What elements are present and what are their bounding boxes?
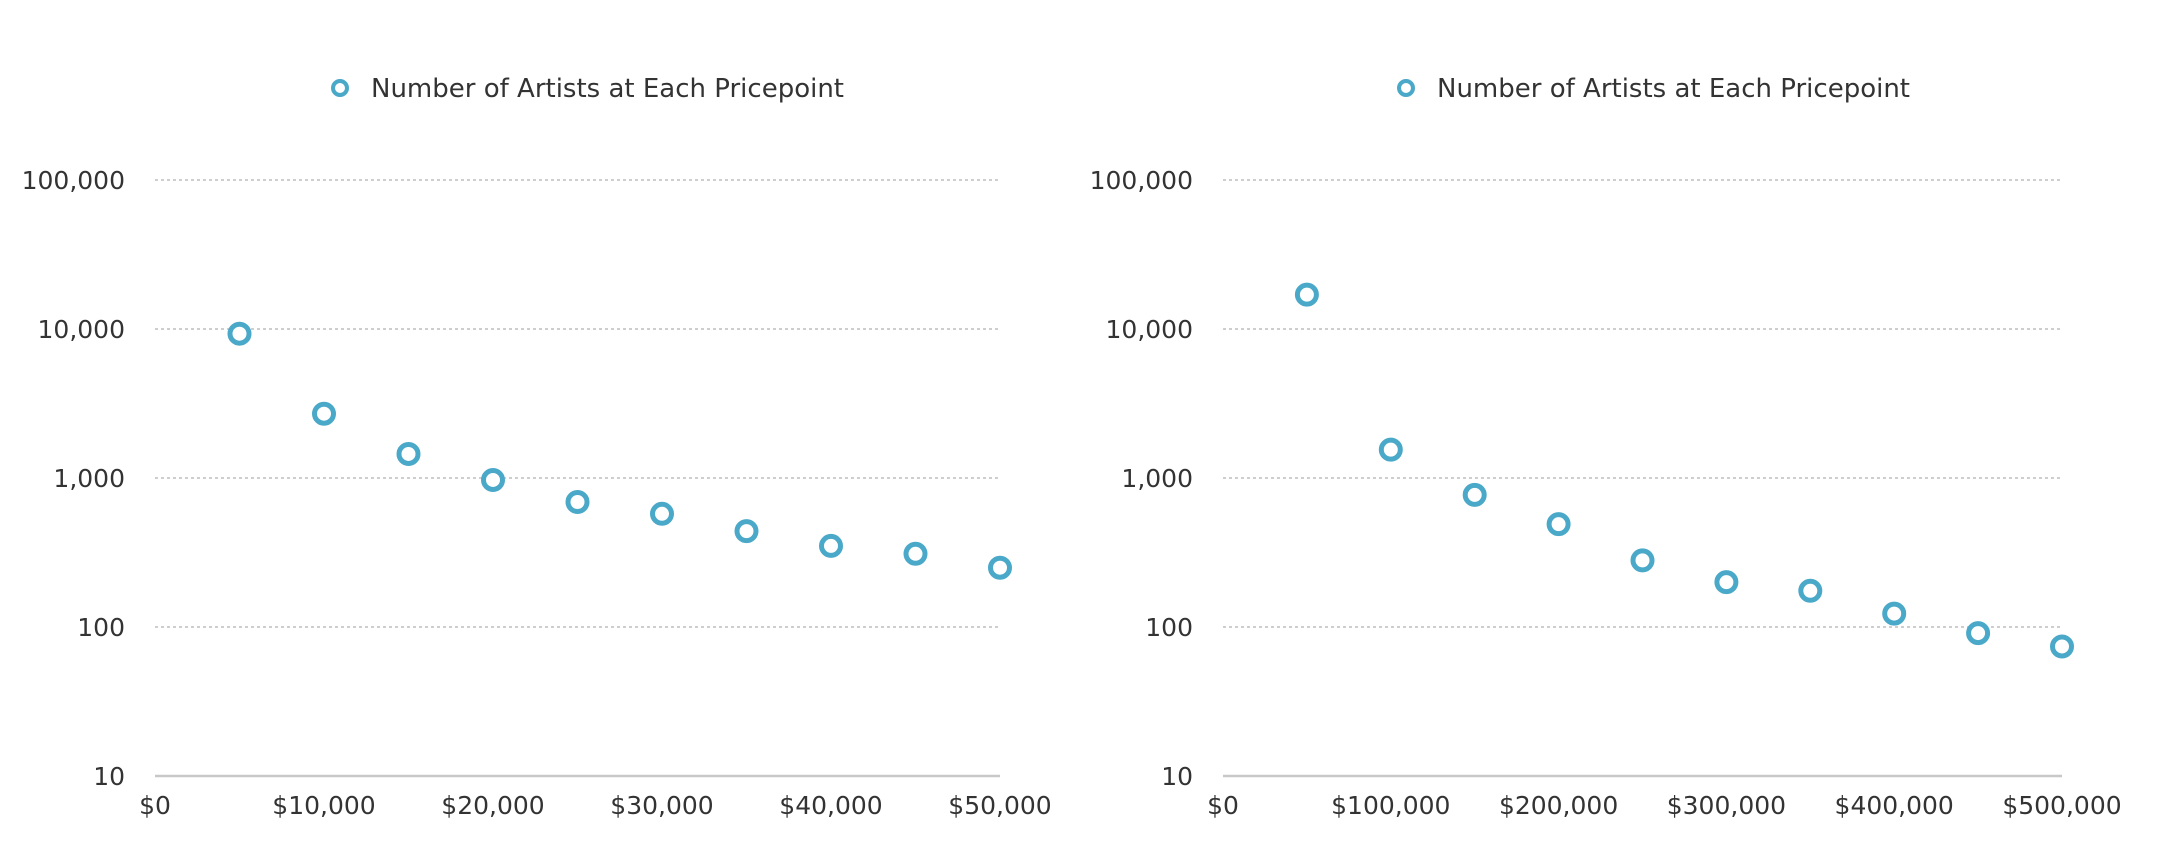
data-point	[1882, 601, 1907, 626]
x-tick-label: $200,000	[1499, 791, 1618, 820]
legend-label: Number of Artists at Each Pricepoint	[371, 74, 844, 104]
data-point	[1966, 621, 1991, 646]
data-point	[481, 467, 505, 492]
data-point	[227, 321, 252, 346]
x-tick-label: $0	[139, 791, 171, 820]
data-point	[312, 401, 336, 426]
legend-label: Number of Artists at Each Pricepoint	[1437, 74, 1910, 104]
x-tick-label: $100,000	[1331, 791, 1450, 820]
x-tick-label: $20,000	[441, 791, 544, 820]
y-tick-label: 10	[1161, 762, 1193, 791]
data-point	[819, 533, 843, 558]
data-point	[1630, 548, 1655, 573]
x-tick-label: $300,000	[1667, 791, 1786, 820]
legend-marker	[331, 79, 349, 97]
data-point	[734, 519, 759, 544]
chart-right: 10 100 1,000 10,000 100,000 $0 $100,000 $200,00…	[1090, 74, 2122, 820]
legend-marker	[1397, 79, 1415, 97]
x-tick-label: $10,000	[272, 791, 375, 820]
x-tick-label: $400,000	[1835, 791, 1954, 820]
y-tick-label: 10,000	[1106, 315, 1193, 344]
data-point	[1378, 437, 1403, 462]
y-tick-label: 1,000	[53, 464, 125, 493]
x-tick-label: $40,000	[779, 791, 882, 820]
data-point	[1294, 282, 1319, 307]
y-tick-label: 10	[93, 762, 125, 791]
data-point	[396, 441, 421, 466]
data-point	[903, 541, 928, 566]
y-tick-label: 10,000	[38, 315, 125, 344]
y-tick-label: 100	[1145, 613, 1193, 642]
data-point	[988, 555, 1012, 580]
x-tick-label: $50,000	[948, 791, 1051, 820]
data-point	[1714, 570, 1739, 595]
data-point	[1462, 482, 1487, 507]
data-point	[650, 501, 674, 526]
x-tick-label: $0	[1207, 791, 1239, 820]
y-tick-label: 100	[77, 613, 125, 642]
data-point	[1546, 512, 1571, 537]
chart-left: 10 100 1,000 10,000 100,000 $0 $10,000 $20,000 $…	[22, 74, 1052, 820]
data-point	[2050, 634, 2074, 659]
x-tick-label: $500,000	[2002, 791, 2121, 820]
data-point	[1798, 578, 1823, 603]
y-tick-label: 100,000	[22, 166, 125, 195]
x-tick-label: $30,000	[610, 791, 713, 820]
y-tick-label: 100,000	[1090, 166, 1193, 195]
data-point	[565, 490, 590, 515]
y-tick-label: 1,000	[1121, 464, 1193, 493]
